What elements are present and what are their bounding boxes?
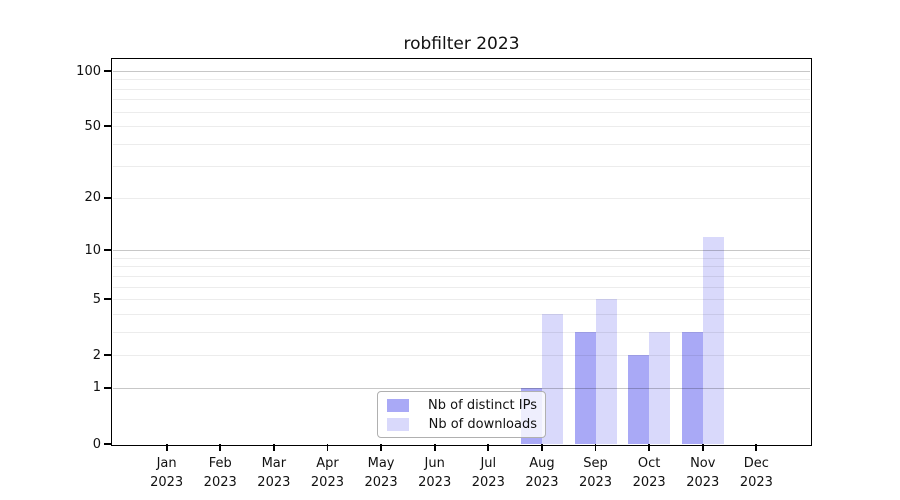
- x-tick: [541, 444, 543, 451]
- x-tick: [594, 444, 597, 451]
- gridline-minor: [113, 79, 810, 81]
- gridline-minor: [113, 88, 810, 90]
- y-tick-label: 10: [84, 242, 101, 258]
- legend-row-downloads: Nb of downloads: [385, 416, 537, 433]
- bar-oct-distinct-ips: [628, 355, 650, 444]
- bar-sep-downloads: [595, 299, 617, 444]
- x-tick: [272, 444, 275, 451]
- x-tick: [219, 444, 222, 451]
- gridline-minor: [113, 275, 810, 277]
- y-tick: [104, 197, 111, 199]
- y-tick-label: 0: [92, 436, 101, 452]
- x-tick-label-nov: Nov 2023: [686, 456, 720, 490]
- gridline-major: [113, 71, 810, 72]
- y-tick: [104, 249, 111, 252]
- gridline-minor: [113, 355, 810, 357]
- x-tick: [165, 444, 168, 451]
- y-tick-label: 100: [76, 63, 101, 79]
- y-tick-label: 5: [92, 291, 101, 307]
- legend-row-distinct-ips: Nb of distinct IPs: [385, 397, 537, 414]
- x-tick: [648, 444, 651, 451]
- legend: Nb of distinct IPs Nb of downloads: [377, 391, 546, 438]
- gridline-major: [113, 387, 810, 389]
- bar-aug-downloads: [541, 313, 563, 444]
- y-tick: [104, 443, 111, 445]
- gridline-minor: [113, 266, 810, 268]
- x-tick-label-mar: Mar 2023: [257, 456, 291, 490]
- x-tick: [701, 444, 704, 451]
- y-tick: [104, 298, 111, 301]
- x-tick-label-dec: Dec 2023: [739, 456, 773, 490]
- gridline-minor: [113, 313, 810, 315]
- y-tick-label: 1: [92, 380, 101, 396]
- y-tick: [104, 387, 111, 389]
- bar-nov-distinct-ips: [681, 331, 703, 444]
- gridline-minor: [113, 299, 810, 301]
- gridline-minor: [113, 331, 810, 333]
- x-tick-label-feb: Feb 2023: [203, 456, 237, 490]
- x-tick: [755, 444, 758, 451]
- chart-title: robfilter 2023: [403, 34, 520, 54]
- bar-nov-downloads: [702, 236, 724, 444]
- x-tick-label-sep: Sep 2023: [578, 456, 613, 490]
- x-tick-label-apr: Apr 2023: [310, 456, 344, 490]
- y-tick-label: 2: [92, 347, 101, 363]
- bar-oct-downloads: [649, 331, 671, 444]
- gridline-minor: [113, 111, 810, 113]
- y-tick: [104, 354, 111, 357]
- legend-swatch-downloads: [387, 417, 409, 431]
- gridline-minor: [113, 143, 810, 145]
- gridline-minor: [113, 197, 810, 199]
- y-tick: [104, 70, 111, 72]
- x-tick: [487, 444, 490, 451]
- y-tick-label: 50: [84, 118, 101, 134]
- plot-area: 0 1 2 5 10 20 50 100 Jan 2023 Feb 2023 Mar 2023 Apr 20…: [76, 58, 812, 490]
- legend-label-distinct-ips: Nb of distinct IPs: [428, 397, 537, 413]
- x-tick-label-jun: Jun 2023: [418, 456, 452, 490]
- y-tick-label: 20: [84, 190, 101, 206]
- x-tick-label-oct: Oct 2023: [632, 456, 666, 490]
- gridline-minor: [113, 126, 810, 128]
- x-tick: [433, 444, 436, 451]
- x-tick-label-aug: Aug 2023: [525, 456, 559, 490]
- x-tick-label-jan: Jan 2023: [150, 456, 184, 490]
- legend-label-downloads: Nb of downloads: [428, 416, 537, 432]
- bar-sep-distinct-ips: [574, 331, 596, 444]
- x-tick: [326, 444, 329, 451]
- gridline-minor: [113, 166, 810, 168]
- gridline-minor: [113, 257, 810, 259]
- gridline-major: [113, 250, 810, 252]
- x-tick-label-jul: Jul 2023: [471, 456, 505, 490]
- legend-swatch-distinct-ips: [387, 398, 409, 412]
- x-tick: [380, 444, 382, 451]
- x-tick-label-may: May 2023: [364, 456, 398, 490]
- y-tick: [104, 125, 111, 128]
- gridline-minor: [113, 286, 810, 288]
- gridline-minor: [113, 99, 810, 101]
